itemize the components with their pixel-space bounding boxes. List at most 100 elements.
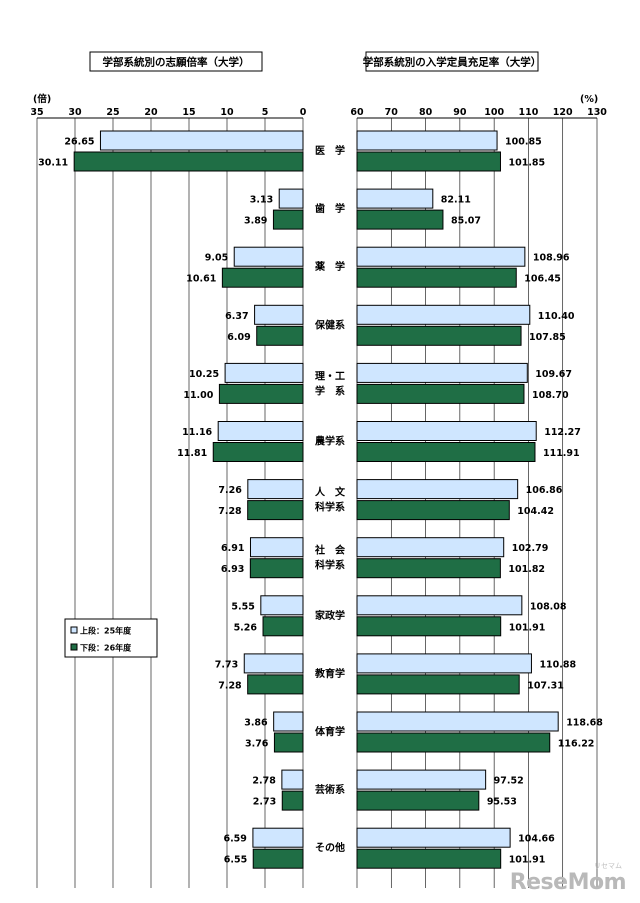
right-bar: [356, 848, 502, 869]
right-data-label: 100.85: [505, 137, 542, 148]
right-bar: [356, 442, 536, 462]
right-bar: [356, 500, 510, 521]
right-data-label: 101.82: [508, 564, 545, 575]
right-data-label: 118.68: [566, 718, 603, 729]
right-data-label: 95.53: [487, 797, 517, 808]
watermark-kana: リセマム: [594, 862, 622, 870]
left-bar: [273, 711, 304, 732]
right-data-label: 110.88: [539, 659, 576, 670]
left-bar: [243, 653, 304, 674]
right-tick-label: 60: [350, 107, 364, 118]
right-data-label: 102.79: [512, 543, 549, 554]
right-bar: [356, 383, 525, 404]
category-label: 薬 学: [314, 260, 345, 273]
right-unit-label: (%): [580, 94, 598, 105]
left-data-label: 10.61: [186, 274, 216, 285]
right-bar: [356, 362, 528, 383]
category-label: 学 系: [315, 384, 345, 397]
right-bar: [356, 790, 480, 811]
right-bar: [356, 304, 531, 325]
left-data-label: 2.73: [253, 797, 276, 808]
right-bar: [356, 769, 487, 790]
left-bar: [247, 674, 304, 695]
right-data-label: 101.91: [509, 855, 546, 866]
right-tick-label: 100: [484, 107, 504, 118]
category-label: 歯 学: [315, 202, 345, 215]
left-bar: [221, 267, 304, 288]
right-data-label: 106.45: [524, 274, 561, 285]
right-data-label: 107.85: [529, 332, 566, 343]
category-label: 教育学: [314, 667, 345, 680]
category-label: 家政学: [315, 609, 345, 622]
left-bar: [262, 616, 304, 637]
right-bar: [356, 595, 523, 616]
left-bar: [281, 769, 304, 790]
left-chart-title-box: [89, 51, 263, 72]
left-tick-label: 35: [30, 107, 43, 118]
left-data-label: 11.00: [183, 390, 213, 401]
left-unit-label: (倍): [33, 93, 51, 105]
left-bar: [260, 595, 304, 616]
right-data-label: 109.67: [535, 369, 572, 380]
right-bar: [356, 479, 519, 500]
right-tick-label: 80: [419, 107, 433, 118]
left-tick-label: 30: [68, 107, 82, 118]
left-tick-label: 20: [144, 107, 158, 118]
right-data-label: 97.52: [494, 776, 524, 787]
right-bar: [356, 421, 537, 441]
left-bar: [254, 304, 304, 325]
left-bar: [256, 325, 304, 346]
legend-label: 下段：26年度: [80, 643, 132, 653]
right-tick-label: 110: [519, 107, 539, 118]
left-data-label: 7.28: [218, 506, 242, 517]
left-bar: [273, 732, 304, 753]
category-label: 科学系: [315, 559, 345, 572]
left-data-label: 11.81: [177, 448, 207, 459]
left-data-label: 2.78: [252, 776, 276, 787]
right-bar: [356, 130, 498, 151]
right-data-label: 104.42: [517, 506, 554, 517]
right-bar: [356, 325, 522, 346]
left-data-label: 7.26: [218, 485, 242, 496]
right-data-label: 110.40: [538, 311, 575, 322]
right-bar: [356, 674, 520, 695]
right-chart-title: 学部系統別の入学定員充足率（大学）: [363, 56, 542, 69]
right-bar: [356, 188, 434, 209]
right-data-label: 108.08: [530, 601, 567, 612]
left-bar: [281, 790, 304, 811]
right-data-label: 101.85: [508, 158, 545, 169]
left-bar: [218, 383, 304, 404]
category-label: 体育学: [315, 725, 345, 738]
left-data-label: 3.89: [244, 216, 267, 227]
right-data-label: 107.31: [527, 680, 564, 691]
left-data-label: 5.55: [231, 601, 254, 612]
left-data-label: 9.05: [205, 253, 228, 264]
left-data-label: 26.65: [64, 137, 94, 148]
right-bar: [356, 267, 517, 288]
left-data-label: 7.73: [215, 659, 238, 670]
left-tick-label: 15: [182, 107, 195, 118]
left-bar: [252, 827, 304, 848]
left-data-label: 3.13: [250, 195, 273, 206]
right-data-label: 116.22: [558, 739, 595, 750]
left-data-label: 11.16: [182, 427, 212, 438]
right-data-label: 82.11: [441, 195, 471, 206]
legend-label: 上段：25年度: [80, 626, 132, 636]
left-bar: [212, 442, 304, 462]
left-bar: [73, 151, 304, 172]
right-bar: [356, 827, 511, 848]
left-bar: [247, 479, 304, 500]
left-data-label: 3.76: [245, 739, 269, 750]
right-data-label: 104.66: [518, 834, 555, 845]
left-tick-label: 25: [106, 107, 119, 118]
category-label: 社 会: [314, 544, 345, 557]
right-bar: [356, 732, 551, 753]
left-bar: [99, 130, 304, 151]
right-bar: [356, 209, 444, 230]
category-label: 芸術系: [315, 783, 345, 796]
left-tick-label: 0: [300, 107, 307, 118]
right-bar: [356, 558, 501, 579]
left-data-label: 6.91: [221, 543, 244, 554]
right-bar: [356, 711, 559, 732]
right-tick-label: 90: [453, 107, 467, 118]
